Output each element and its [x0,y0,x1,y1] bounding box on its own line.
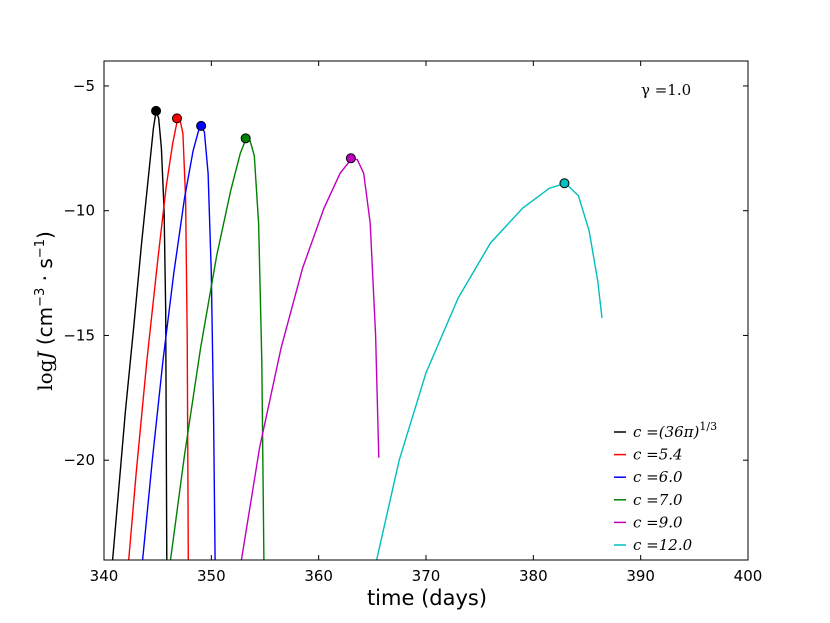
series-peak-marker-4 [345,153,356,164]
x-tick-label-6: 400 [734,567,763,585]
legend-label-0: c =(36π)1/3 [633,420,717,441]
x-axis-label: time (days) [367,586,487,610]
x-tick-label-2: 360 [304,567,333,585]
x-tick-label-0: 340 [90,567,119,585]
gamma-annotation: γ =1.0 [641,81,691,99]
y-axis-label-unit-open: (cm [33,307,57,352]
series-peak-marker-3 [240,133,251,144]
y-axis-label-exp1: −3 [33,288,48,307]
y-axis-label-prefix: log [33,359,57,390]
y-axis-label-var: J [33,351,57,364]
legend: c =(36π)1/3 c =5.4 c =6.0 c =7.0 c =9.0 c =12… [614,420,717,554]
y-axis-label-mid: · s [33,258,57,288]
series-line-2 [141,124,216,560]
series-peak-marker-2 [196,120,207,131]
series-line-4 [240,158,380,560]
y-tick-label-3: −20 [63,451,95,469]
series-peak-marker-0 [151,105,162,116]
axes: 340 350 360 370 380 390 400 −5 −10 −15 −20 [63,60,763,585]
series-line-3 [169,137,265,560]
legend-label-3: c =7.0 [633,491,683,509]
y-tick-label-2: −15 [63,326,95,344]
x-tick-label-4: 380 [519,567,548,585]
series-line-1 [128,116,189,560]
legend-label-1: c =5.4 [633,446,683,464]
legend-label-2: c =6.0 [633,468,683,486]
legend-label-4: c =9.0 [633,513,683,531]
y-axis-label: logJ (cm−3 · s−1) [33,231,57,391]
series-peak-marker-5 [559,178,570,189]
y-tick-label-0: −5 [73,77,95,95]
series-line-5 [375,182,603,560]
plot-area [111,105,603,560]
y-axis-label-unit-close: ) [33,231,57,239]
y-tick-label-1: −10 [63,202,95,220]
legend-label-5: c =12.0 [633,536,693,554]
y-axis-label-exp2: −1 [33,239,48,258]
series-peak-marker-1 [171,113,182,124]
x-tick-label-5: 390 [626,567,655,585]
x-tick-label-3: 370 [412,567,441,585]
x-tick-label-1: 350 [197,567,226,585]
